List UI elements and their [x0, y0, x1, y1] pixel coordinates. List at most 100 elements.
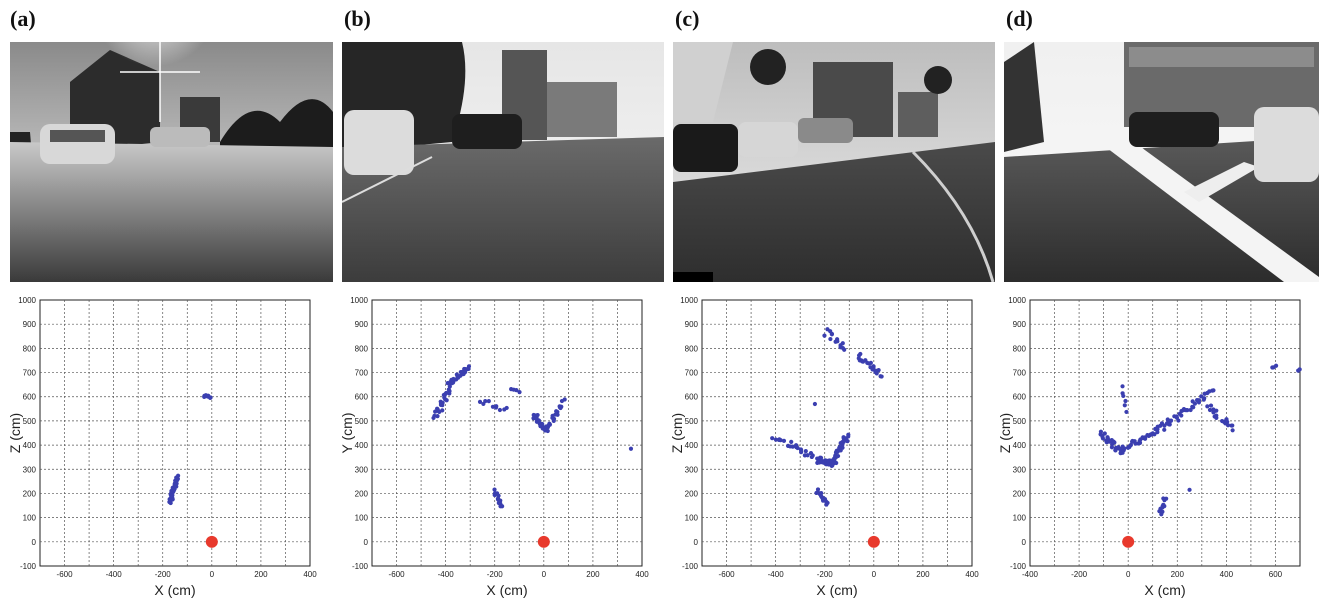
- y-axis-title: Y (cm): [339, 413, 355, 454]
- y-tick-label: 0: [364, 538, 369, 547]
- y-tick-label: 300: [355, 465, 369, 474]
- y-tick-label: 500: [1013, 417, 1027, 426]
- data-point: [770, 436, 775, 441]
- y-tick-label: -100: [1010, 562, 1027, 571]
- y-tick-label: 400: [685, 441, 699, 450]
- y-tick-label: 300: [23, 465, 37, 474]
- data-point: [435, 407, 440, 412]
- origin-marker: [1122, 535, 1135, 548]
- data-point: [1150, 431, 1155, 436]
- data-point: [486, 399, 491, 404]
- data-point: [1214, 415, 1219, 420]
- data-point: [842, 347, 847, 352]
- data-point: [547, 422, 553, 427]
- y-tick-label: 100: [1013, 514, 1027, 523]
- data-point: [562, 397, 567, 402]
- camera-image-d: [1004, 42, 1319, 282]
- y-tick-label: 700: [685, 369, 699, 378]
- data-point: [805, 453, 810, 458]
- y-tick-label: 200: [685, 489, 699, 498]
- y-tick-label: 500: [685, 417, 699, 426]
- data-point: [454, 372, 459, 377]
- data-point: [1113, 448, 1118, 453]
- y-tick-label: 700: [23, 369, 37, 378]
- x-tick-label: -600: [57, 570, 74, 579]
- data-point: [543, 428, 548, 433]
- y-tick-label: 900: [355, 320, 369, 329]
- data-point: [777, 437, 782, 442]
- data-point: [466, 364, 472, 369]
- x-tick-label: 600: [1269, 570, 1283, 579]
- data-point: [1183, 408, 1189, 413]
- data-point: [878, 374, 883, 379]
- data-point: [1230, 428, 1235, 433]
- data-point: [438, 401, 444, 406]
- data-point: [554, 409, 559, 414]
- panel-label-c: (c): [675, 6, 700, 31]
- x-tick-label: -200: [817, 570, 834, 579]
- panel-label-a: (a): [10, 6, 36, 31]
- camera-image-c: [673, 42, 995, 282]
- x-tick-label: 0: [542, 570, 547, 579]
- y-axis-title: Z (cm): [997, 413, 1013, 453]
- y-tick-label: 800: [355, 344, 369, 353]
- data-point: [1196, 398, 1202, 403]
- plot-frame: [371, 299, 643, 567]
- y-tick-label: 600: [1013, 393, 1027, 402]
- data-point: [1122, 403, 1127, 408]
- data-point: [1109, 445, 1115, 450]
- data-point: [1211, 388, 1216, 393]
- y-tick-label: 1000: [680, 296, 698, 305]
- y-tick-label: -100: [20, 562, 37, 571]
- data-point: [846, 434, 851, 439]
- y-tick-label: -100: [352, 562, 369, 571]
- data-point: [1121, 393, 1126, 399]
- y-tick-label: 1000: [1008, 296, 1026, 305]
- data-point: [840, 341, 845, 346]
- x-tick-label: -400: [438, 570, 455, 579]
- data-point: [828, 336, 833, 342]
- x-tick-label: 200: [586, 570, 600, 579]
- scatter-plot-d: -400 -200 0 200 400 600 -100 0 100 200 300 400 500 60…: [990, 292, 1319, 602]
- data-point: [1100, 436, 1105, 441]
- data-point: [463, 369, 468, 375]
- data-point: [858, 351, 863, 357]
- y-tick-label: 400: [1013, 441, 1027, 450]
- data-point: [431, 415, 436, 421]
- x-tick-label: -400: [106, 570, 123, 579]
- data-point: [1124, 409, 1129, 415]
- data-point: [1161, 502, 1166, 507]
- y-tick-label: 100: [23, 514, 37, 523]
- data-point: [492, 487, 497, 492]
- data-point: [1297, 367, 1302, 372]
- data-point: [789, 439, 794, 445]
- scatter-plot-a: -600 -400 -200 0 200 400 -100 0 100 200 300 400 500 6…: [0, 292, 330, 602]
- y-tick-label: 600: [23, 393, 37, 402]
- data-point: [815, 490, 820, 495]
- data-point: [870, 367, 875, 372]
- y-axis-title: Z (cm): [669, 413, 685, 453]
- data-point: [1161, 496, 1166, 501]
- x-axis-title: X (cm): [816, 582, 857, 598]
- y-tick-label: 400: [355, 441, 369, 450]
- y-tick-label: 200: [23, 489, 37, 498]
- data-point: [1162, 427, 1167, 432]
- data-point: [1199, 394, 1204, 399]
- x-tick-label: -200: [155, 570, 172, 579]
- data-point: [498, 504, 503, 509]
- y-tick-label: -100: [682, 562, 699, 571]
- data-point: [1207, 407, 1213, 413]
- data-point: [810, 453, 815, 458]
- data-point: [812, 401, 818, 407]
- data-point: [843, 436, 848, 441]
- data-point: [837, 445, 842, 451]
- data-point: [781, 438, 787, 443]
- data-point: [1130, 438, 1135, 444]
- data-point: [1110, 442, 1115, 447]
- data-point: [208, 395, 213, 400]
- y-tick-label: 600: [355, 393, 369, 402]
- data-point: [1188, 407, 1193, 413]
- y-tick-label: 700: [355, 369, 369, 378]
- data-point: [175, 473, 181, 478]
- panel-label-d: (d): [1006, 6, 1033, 31]
